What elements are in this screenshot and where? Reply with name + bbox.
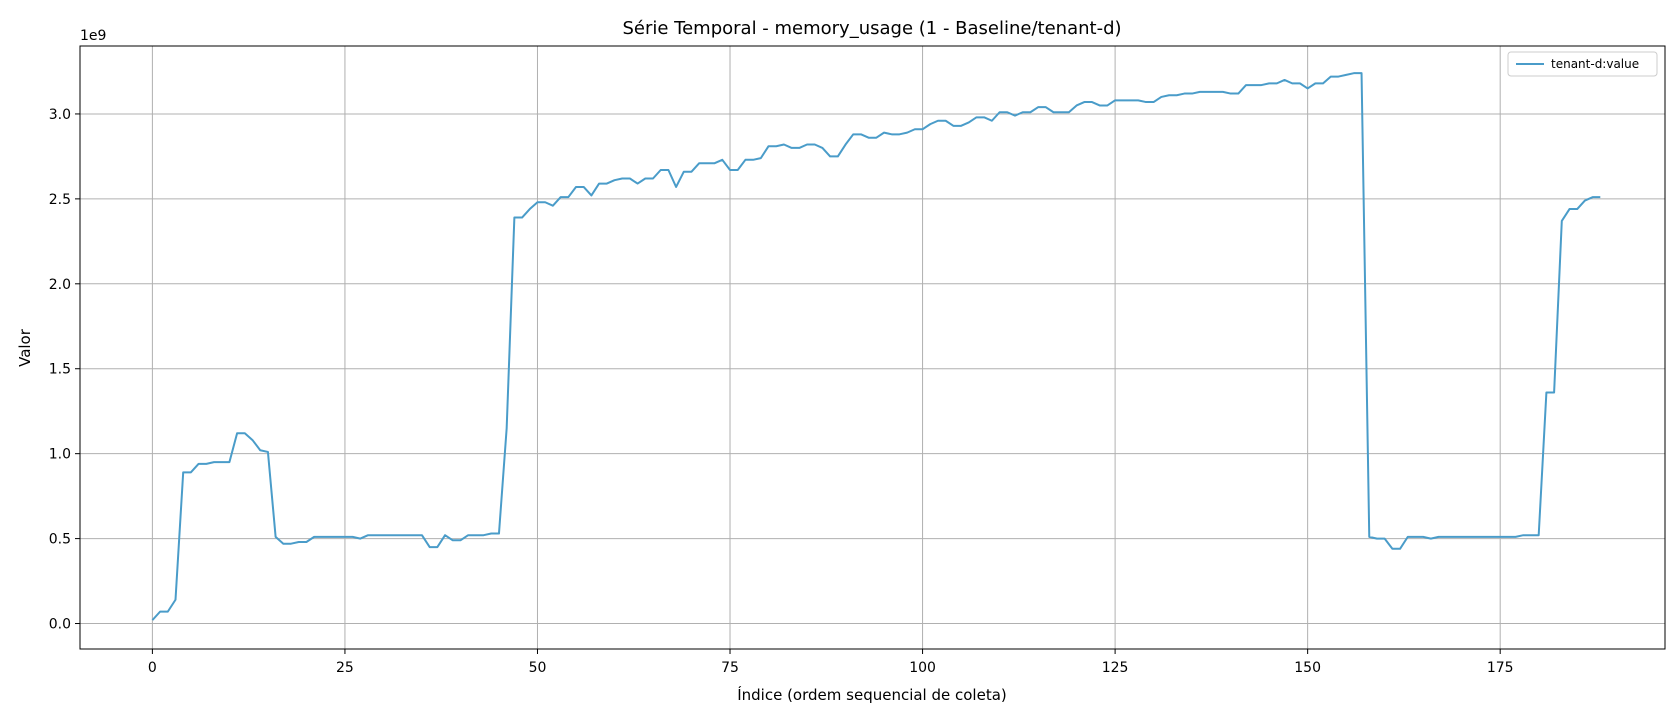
legend: tenant-d:value [1507, 51, 1658, 77]
grid [80, 46, 1665, 649]
y-axis: 0.0 0.5 1.0 1.5 2.0 2.5 3.0 [49, 107, 80, 633]
x-tick-label: 175 [1487, 660, 1514, 676]
series-layer [151, 72, 1601, 621]
chart-title: Série Temporal - memory_usage (1 - Basel… [622, 18, 1121, 39]
series-line [151, 72, 1601, 621]
y-tick-label: 1.5 [49, 362, 71, 378]
x-tick-label: 150 [1294, 660, 1321, 676]
y-tick-label: 0.0 [49, 617, 71, 633]
x-tick-label: 125 [1102, 660, 1129, 676]
x-tick-label: 25 [336, 660, 354, 676]
y-tick-label: 2.5 [49, 192, 71, 208]
x-tick-label: 0 [148, 660, 157, 676]
y-tick-label: 2.0 [49, 277, 71, 293]
x-tick-label: 50 [529, 660, 547, 676]
legend-box [1507, 51, 1658, 77]
y-tick-label: 0.5 [49, 532, 71, 548]
x-axis-label: Índice (ordem sequencial de coleta) [737, 685, 1007, 704]
y-axis-label: Valor [16, 328, 34, 367]
plot-area [79, 45, 1666, 650]
x-tick-label: 100 [909, 660, 936, 676]
y-tick-label: 1.0 [49, 447, 71, 463]
y-tick-label: 3.0 [49, 107, 71, 123]
legend-label: tenant-d:value [1551, 57, 1639, 71]
x-tick-label: 75 [721, 660, 739, 676]
y-offset-label: 1e9 [80, 28, 106, 44]
x-axis: 0 25 50 75 100 125 150 175 [148, 649, 1514, 676]
